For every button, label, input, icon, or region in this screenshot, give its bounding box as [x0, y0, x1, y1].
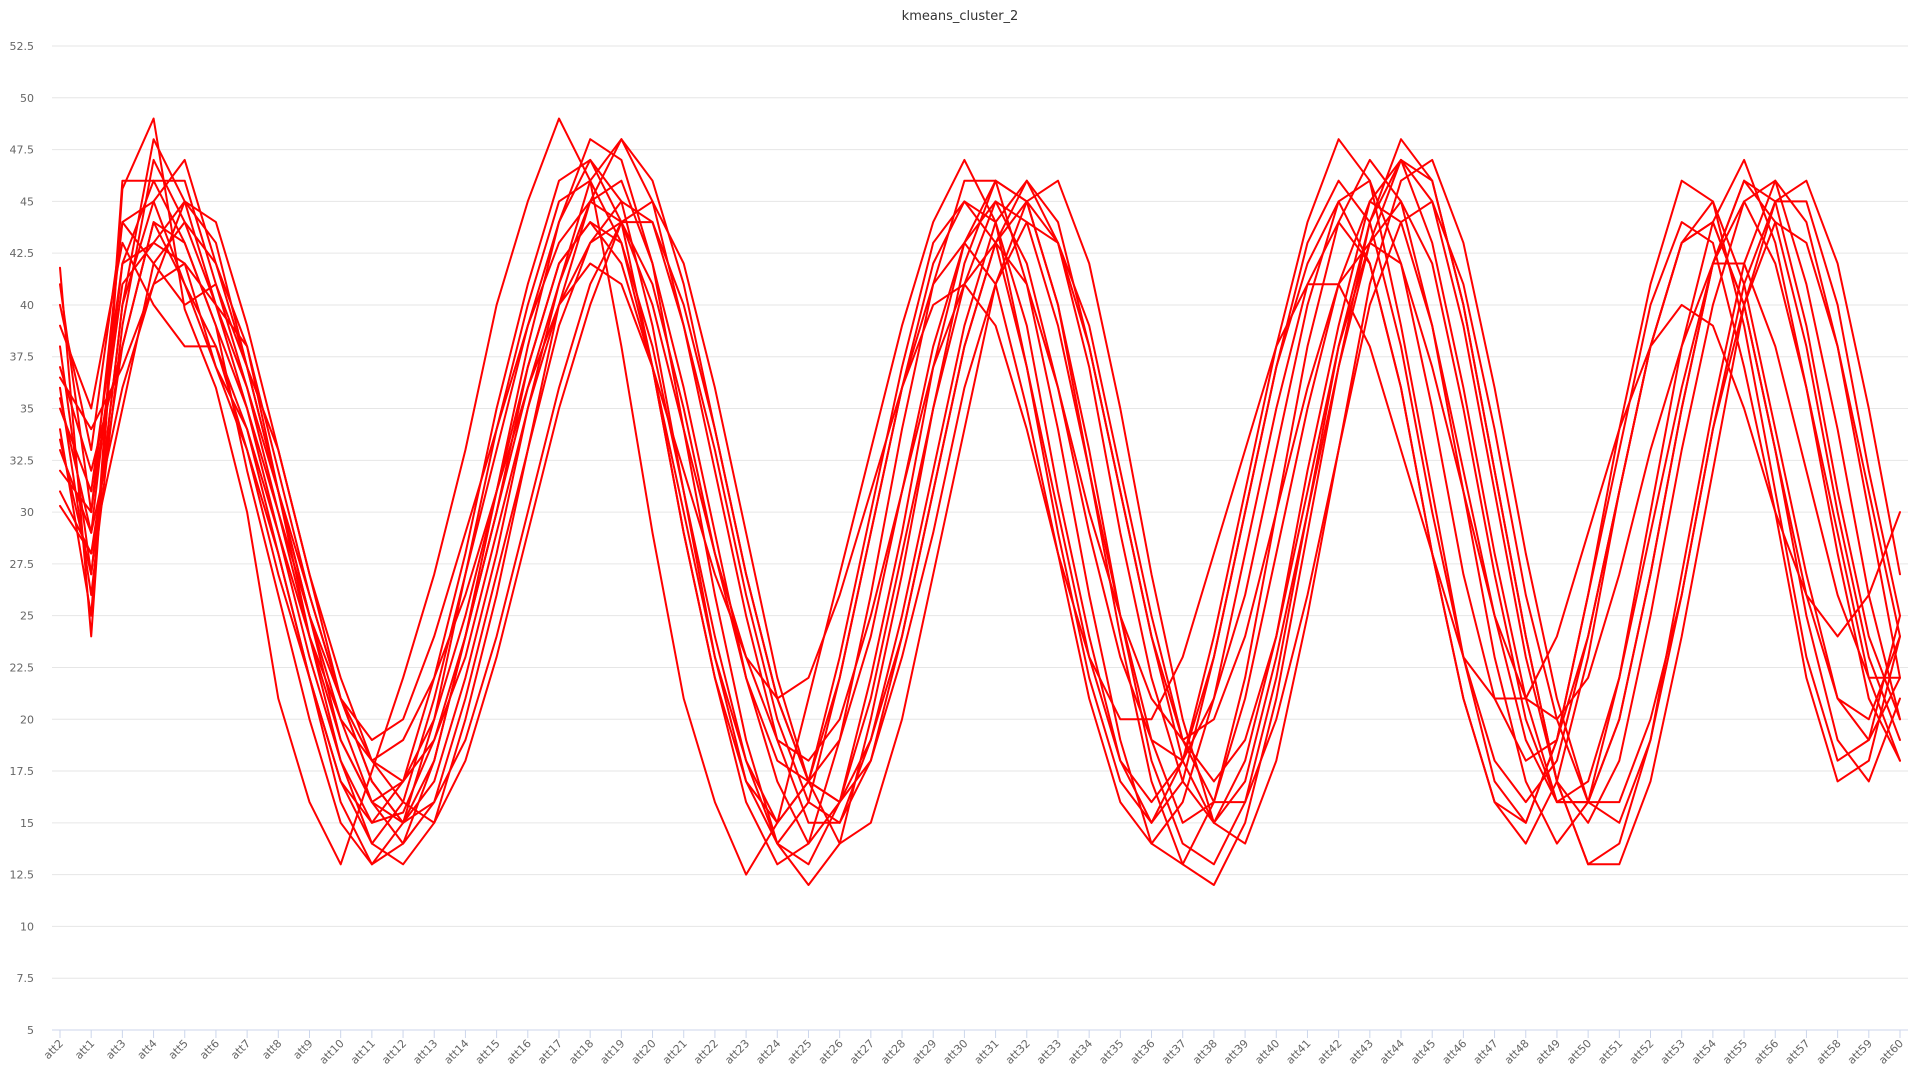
x-tick-label: att46 — [1440, 1037, 1470, 1067]
x-tick-label: att55 — [1720, 1037, 1750, 1067]
x-tick-label: att48 — [1502, 1037, 1532, 1067]
grid-layer — [52, 45, 1908, 1031]
x-tick-label: att36 — [1128, 1037, 1158, 1067]
y-tick-label: 22.5 — [10, 661, 35, 674]
y-tick-label: 12.5 — [10, 869, 35, 882]
y-tick-label: 27.5 — [10, 558, 35, 571]
x-tick-label: att4 — [135, 1037, 160, 1062]
x-tick-label: att42 — [1315, 1037, 1345, 1067]
x-tick-label: att20 — [629, 1037, 659, 1067]
x-tick-label: att19 — [598, 1037, 628, 1067]
series-line[interactable] — [59, 158, 1901, 886]
x-tick-label: att32 — [1003, 1037, 1033, 1067]
x-tick-label: att53 — [1658, 1037, 1688, 1067]
x-tick-label: att26 — [816, 1037, 846, 1067]
series-line[interactable] — [59, 221, 1901, 845]
y-tick-label: 17.5 — [10, 765, 35, 778]
x-tick-label: att17 — [535, 1037, 565, 1067]
y-tick-label: 25 — [20, 610, 34, 623]
x-tick-label: att6 — [197, 1037, 222, 1062]
x-tick-label: att29 — [909, 1037, 939, 1067]
x-tick-label: att57 — [1783, 1037, 1813, 1067]
x-tick-label: att59 — [1845, 1037, 1875, 1067]
x-tick-label: att58 — [1814, 1037, 1844, 1067]
y-tick-label: 37.5 — [10, 351, 35, 364]
x-tick-label: att51 — [1595, 1037, 1625, 1067]
chart-title: kmeans_cluster_2 — [902, 9, 1019, 24]
x-tick-label: att34 — [1065, 1037, 1095, 1067]
x-tick-label: att54 — [1689, 1037, 1719, 1067]
x-tick-label: att41 — [1284, 1037, 1314, 1067]
x-tick-label: att7 — [228, 1037, 253, 1062]
x-tick-label: att60 — [1876, 1037, 1906, 1067]
x-tick-label: att45 — [1408, 1037, 1438, 1067]
x-tick-label: att38 — [1190, 1037, 1220, 1067]
y-tick-label: 52.5 — [10, 40, 35, 53]
y-axis: 5 7.5 10 12.5 15 17.5 20 22.5 25 27.5 30 32.5 35 37.5… — [10, 40, 35, 1037]
series-line[interactable] — [59, 158, 1901, 866]
x-tick-label: att43 — [1346, 1037, 1376, 1067]
x-tick-label: att11 — [348, 1037, 378, 1067]
x-tick-label: att31 — [972, 1037, 1002, 1067]
x-tick-label: att15 — [473, 1037, 503, 1067]
x-tick-label: att14 — [442, 1037, 472, 1067]
x-tick-label: att40 — [1252, 1037, 1282, 1067]
y-tick-label: 47.5 — [10, 144, 35, 157]
x-tick-label: att3 — [103, 1037, 128, 1062]
y-tick-label: 35 — [20, 403, 34, 416]
x-tick-label: att39 — [1221, 1037, 1251, 1067]
series-line[interactable] — [59, 117, 1901, 876]
x-tick-label: att16 — [504, 1037, 534, 1067]
x-tick-label: att37 — [1159, 1037, 1189, 1067]
x-tick-label: att5 — [166, 1037, 191, 1062]
x-tick-label: att35 — [1096, 1037, 1126, 1067]
x-tick-label: att24 — [753, 1037, 783, 1067]
x-tick-label: att1 — [72, 1037, 97, 1062]
y-tick-label: 42.5 — [10, 247, 35, 260]
x-tick-label: att27 — [847, 1037, 877, 1067]
y-tick-label: 32.5 — [10, 454, 35, 467]
x-tick-label: att18 — [566, 1037, 596, 1067]
y-tick-label: 15 — [20, 817, 34, 830]
x-tick-label: att44 — [1377, 1037, 1407, 1067]
x-tick-label: att33 — [1034, 1037, 1064, 1067]
x-tick-label: att49 — [1533, 1037, 1563, 1067]
series-line[interactable] — [59, 138, 1901, 866]
x-tick-label: att25 — [785, 1037, 815, 1067]
x-tick-label: att2 — [41, 1037, 66, 1062]
series-line[interactable] — [59, 179, 1901, 866]
series-line[interactable] — [59, 158, 1901, 845]
series-layer — [59, 117, 1901, 886]
y-tick-label: 7.5 — [17, 972, 35, 985]
x-tick-label: att13 — [410, 1037, 440, 1067]
x-tick-label: att23 — [722, 1037, 752, 1067]
series-line[interactable] — [59, 241, 1901, 762]
series-line[interactable] — [59, 138, 1901, 762]
y-tick-label: 5 — [27, 1024, 34, 1037]
x-axis: att2 att1 att3 att4 att5 att6 att7 att8 att9 att1… — [41, 1030, 1906, 1067]
x-tick-label: att12 — [379, 1037, 409, 1067]
x-tick-label: att22 — [691, 1037, 721, 1067]
x-tick-label: att9 — [291, 1037, 316, 1062]
x-tick-label: att56 — [1751, 1037, 1781, 1067]
y-tick-label: 30 — [20, 506, 34, 519]
y-tick-label: 40 — [20, 299, 34, 312]
series-line[interactable] — [59, 200, 1901, 824]
x-tick-label: att21 — [660, 1037, 690, 1067]
series-line[interactable] — [59, 179, 1901, 845]
y-tick-label: 20 — [20, 713, 34, 726]
x-tick-label: att52 — [1627, 1037, 1657, 1067]
y-tick-label: 10 — [20, 920, 34, 933]
x-tick-label: att10 — [317, 1037, 347, 1067]
y-tick-label: 50 — [20, 92, 34, 105]
x-tick-label: att47 — [1471, 1037, 1501, 1067]
x-tick-label: att8 — [259, 1037, 284, 1062]
x-tick-label: att28 — [878, 1037, 908, 1067]
x-tick-label: att30 — [941, 1037, 971, 1067]
x-tick-label: att50 — [1564, 1037, 1594, 1067]
y-tick-label: 45 — [20, 195, 34, 208]
